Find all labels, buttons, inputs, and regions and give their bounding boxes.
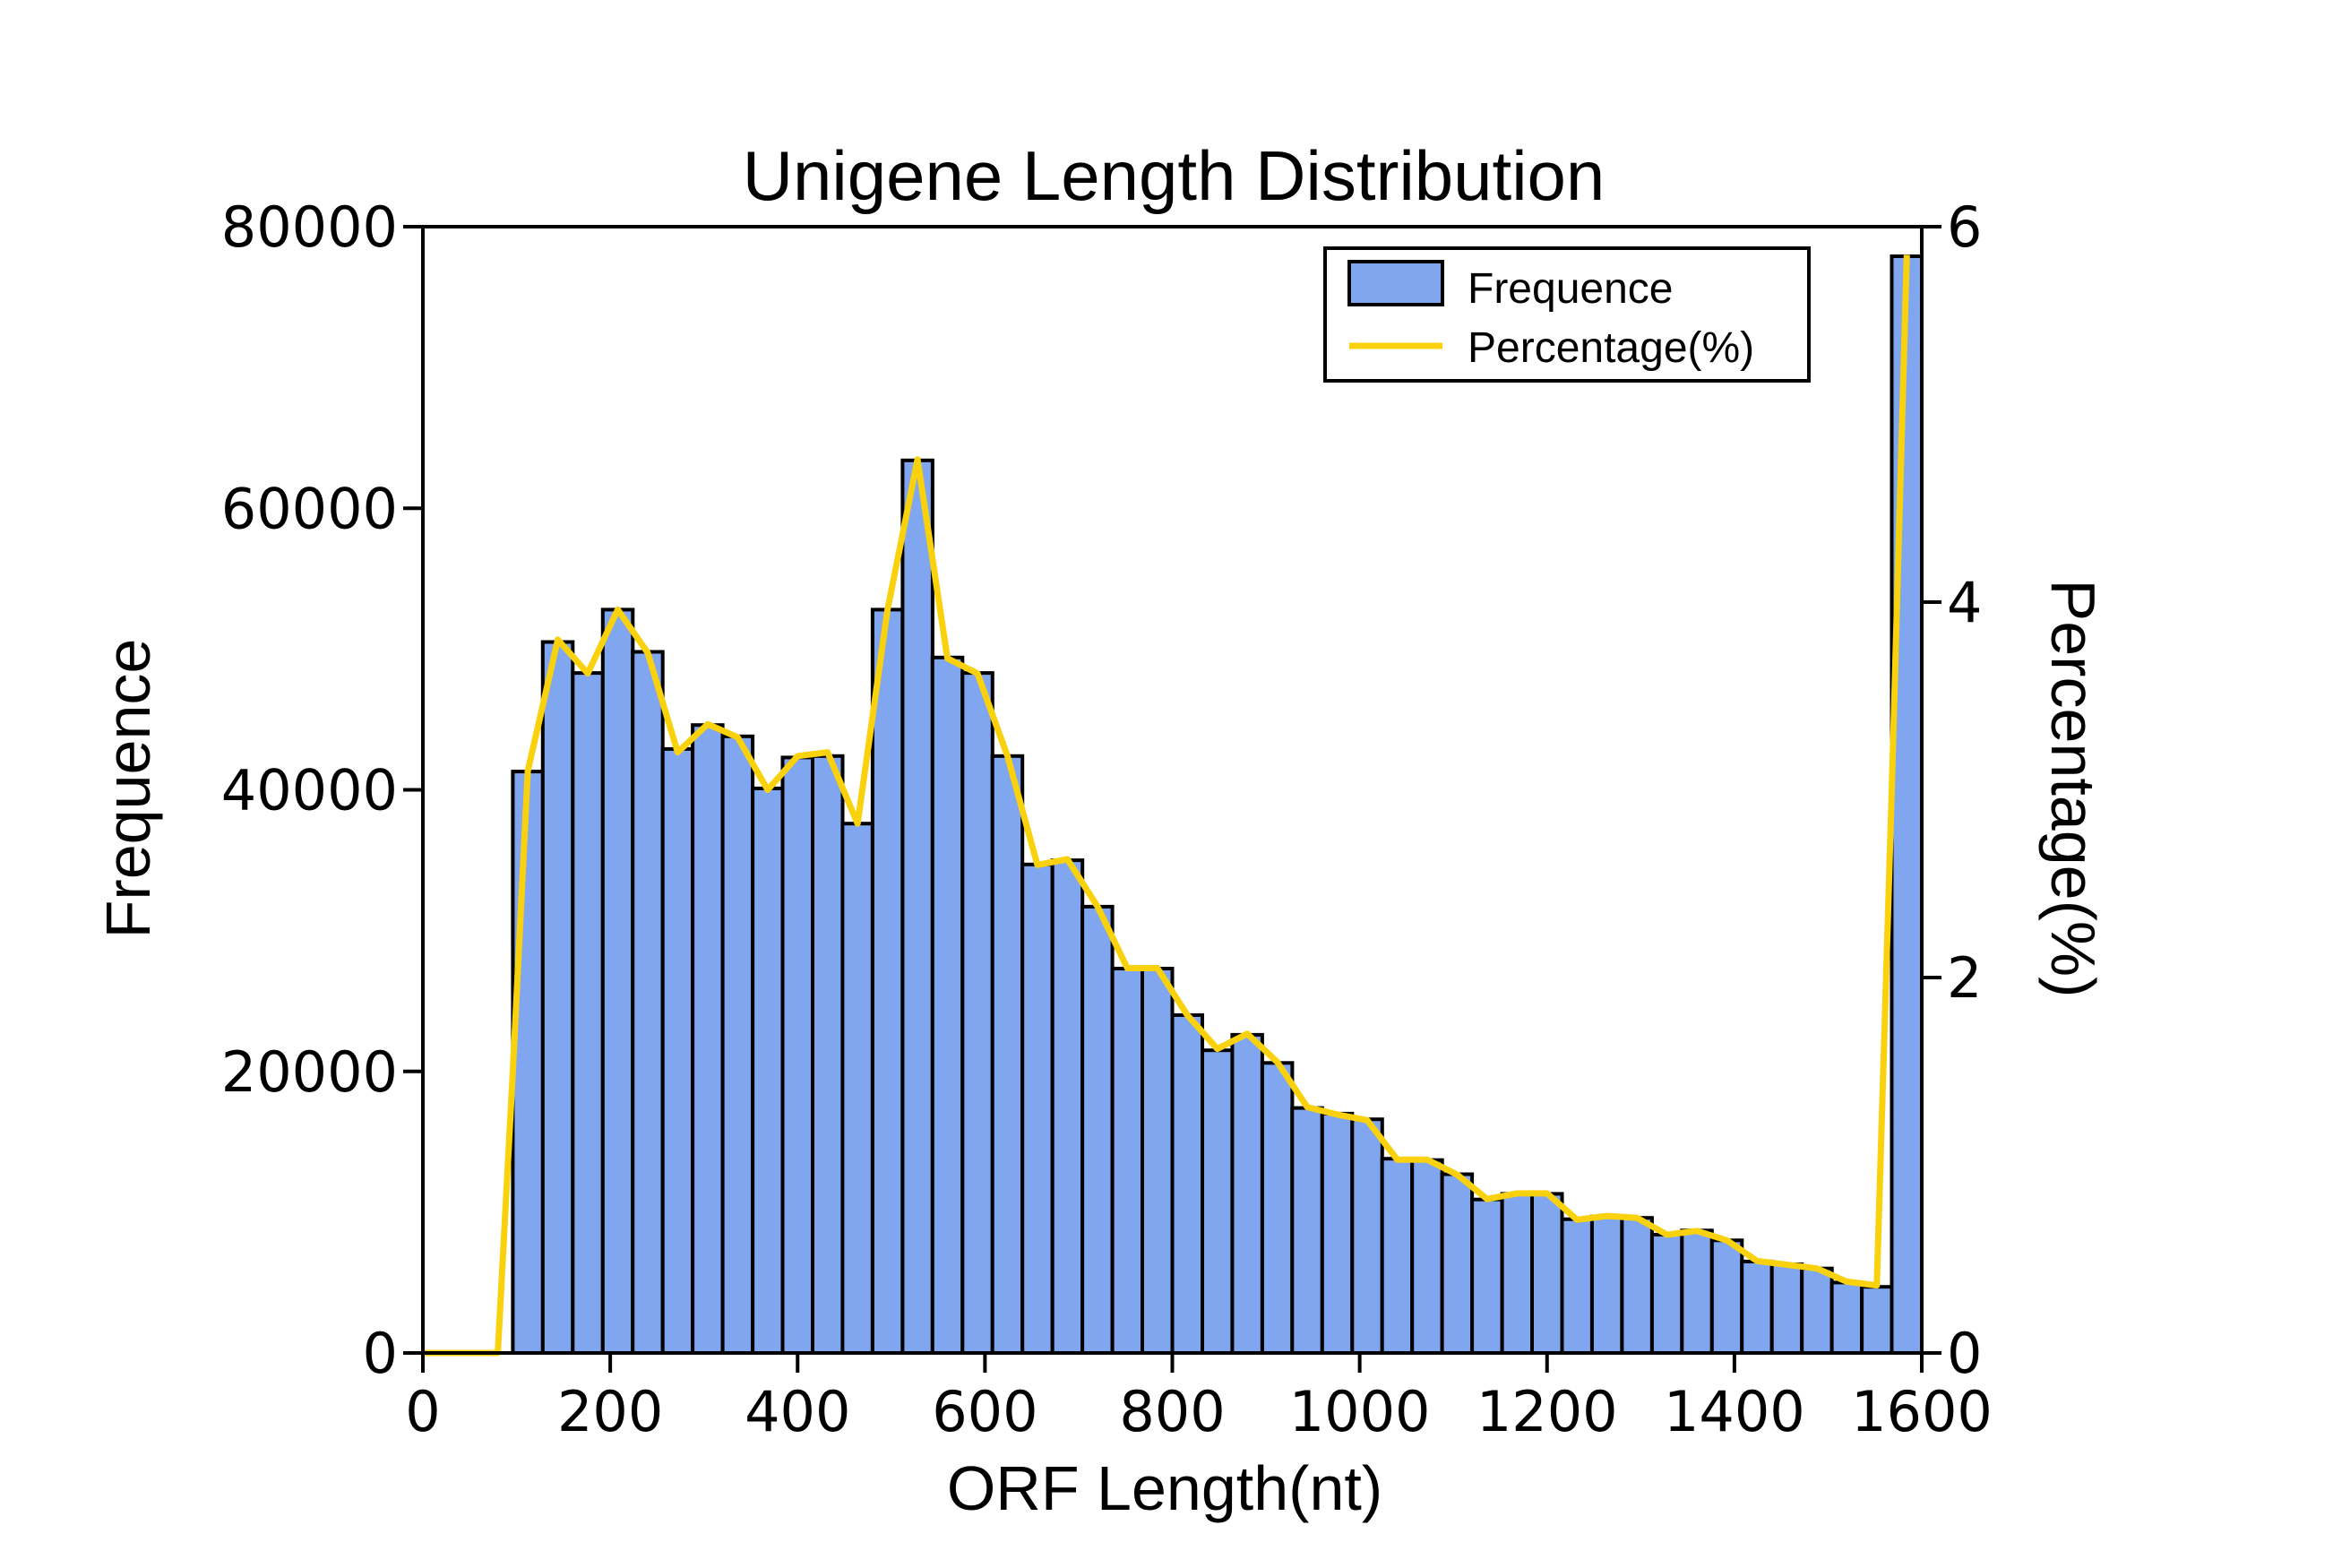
histogram-bar: [900, 458, 934, 1355]
histogram-bar: [660, 746, 695, 1355]
y2-axis-label: Percentage(%): [2038, 580, 2108, 998]
histogram-bar: [1470, 1197, 1504, 1355]
x-tick-label: 1000: [1289, 1379, 1431, 1444]
y2-tick-label: 2: [1947, 945, 1982, 1011]
x-ticks: 0 200 400 600 800 1000 1200 1400 1600: [405, 1353, 1993, 1444]
histogram-bar: [960, 671, 994, 1355]
histogram-bar: [1350, 1117, 1384, 1355]
histogram-bar: [1589, 1214, 1624, 1355]
histogram-bar: [1290, 1106, 1324, 1355]
x-tick-label: 1600: [1851, 1379, 1993, 1444]
histogram-bar: [540, 640, 575, 1355]
legend: Frequence Percentage(%): [1323, 246, 1811, 383]
histogram-bar: [870, 607, 905, 1355]
y-tick-label: 0: [363, 1321, 398, 1386]
histogram-bar: [571, 671, 605, 1355]
y-tick-label: 40000: [221, 758, 398, 823]
histogram-bar: [1320, 1111, 1355, 1356]
y-axis-label: Frequence: [93, 639, 163, 939]
histogram-bar: [720, 734, 755, 1355]
histogram-bar: [1380, 1157, 1415, 1355]
y2-tick-label: 0: [1947, 1321, 1982, 1386]
histogram-bar: [1050, 858, 1085, 1355]
histogram-bar: [840, 822, 874, 1355]
histogram-bar: [1020, 862, 1055, 1355]
histogram-bar: [1141, 967, 1175, 1355]
histogram-bar: [1769, 1262, 1804, 1355]
histogram-bar: [751, 786, 785, 1355]
histogram-bar: [990, 754, 1025, 1355]
histogram-bar: [1649, 1233, 1684, 1355]
histogram-bar: [1829, 1280, 1864, 1356]
histogram-bar: [1620, 1216, 1654, 1355]
histogram-bar: [600, 607, 635, 1355]
y-tick-label: 60000: [221, 476, 398, 541]
histogram-bar: [1530, 1192, 1564, 1356]
legend-bar-label: Frequence: [1468, 265, 1673, 313]
y2-ticks: 0 2 4 6: [1922, 194, 1982, 1386]
histogram-bar: [811, 754, 845, 1355]
y-ticks: 0 20000 40000 60000 80000: [221, 194, 423, 1386]
histogram-bar: [1080, 904, 1115, 1356]
percentage-line: [423, 254, 1910, 1357]
histogram-bar: [1560, 1217, 1594, 1355]
histogram-bar: [1230, 1032, 1264, 1356]
histogram-bar: [1709, 1238, 1744, 1356]
histogram-bar: [1410, 1158, 1444, 1355]
chart-title: Unigene Length Distribution: [743, 136, 1606, 215]
bars-layer: [511, 254, 1924, 1356]
y-tick-label: 20000: [221, 1039, 398, 1105]
legend-bar-swatch: [1347, 260, 1444, 306]
x-tick-label: 400: [745, 1379, 850, 1444]
histogram-bar: [1890, 254, 1924, 1355]
histogram-bar: [1260, 1061, 1295, 1356]
histogram-bar: [1740, 1259, 1774, 1356]
histogram-bar: [1860, 1285, 1894, 1355]
x-axis-label: ORF Length(nt): [947, 1453, 1382, 1523]
legend-line-label: Percentage(%): [1468, 324, 1754, 372]
histogram-bar: [1500, 1192, 1535, 1356]
histogram-bar: [780, 755, 814, 1355]
x-tick-label: 600: [932, 1379, 1037, 1444]
histogram-bar: [1680, 1228, 1714, 1356]
histogram-bar: [1440, 1172, 1475, 1355]
histogram-bar: [1201, 1048, 1235, 1355]
histogram-bar: [511, 770, 545, 1355]
histogram-bar: [1110, 967, 1145, 1355]
x-tick-label: 800: [1119, 1379, 1225, 1444]
x-tick-label: 0: [405, 1379, 440, 1444]
histogram-bar: [1800, 1266, 1834, 1355]
histogram-bar: [1170, 1012, 1204, 1356]
x-tick-label: 200: [557, 1379, 663, 1444]
y2-tick-label: 4: [1947, 570, 1982, 635]
x-tick-label: 1400: [1664, 1379, 1805, 1444]
histogram-bar: [631, 650, 665, 1355]
x-tick-label: 1200: [1476, 1379, 1618, 1444]
y-tick-label: 80000: [221, 194, 398, 260]
y2-tick-label: 6: [1947, 194, 1982, 260]
histogram-bar: [930, 655, 965, 1355]
histogram-bar: [691, 723, 725, 1355]
